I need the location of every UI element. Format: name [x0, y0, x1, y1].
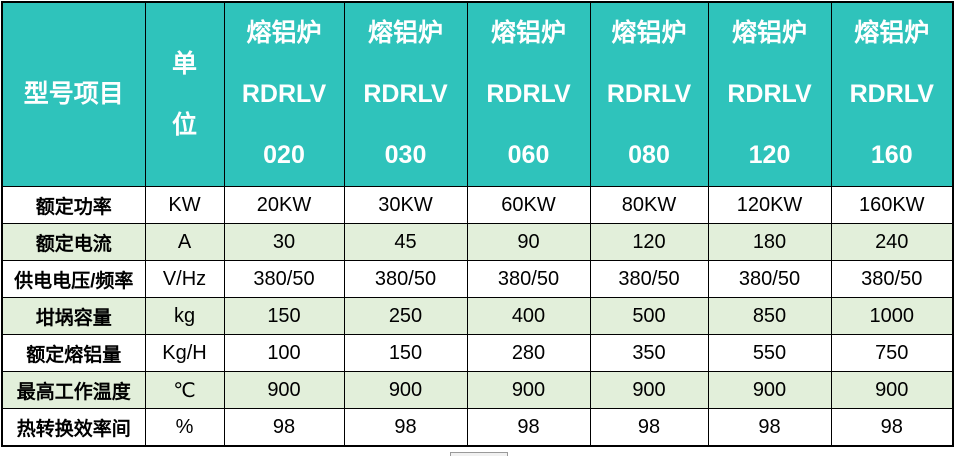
cell-value: 1000 [830, 297, 954, 335]
table-row-rated-melting-amount: 额定熔铝量 Kg/H 100 150 280 350 550 750 [1, 334, 954, 372]
cell-value: 98 [589, 408, 709, 447]
cell-value: 98 [466, 408, 591, 447]
row-label: 最高工作温度 [1, 371, 146, 409]
row-unit: V/Hz [144, 260, 225, 298]
header-unit: 单 位 [144, 1, 225, 187]
cell-value: 850 [707, 297, 832, 335]
cell-value: 750 [830, 334, 954, 372]
cell-value: 98 [707, 408, 832, 447]
cell-value: 100 [223, 334, 345, 372]
cell-value: 98 [343, 408, 468, 447]
row-label: 额定功率 [1, 186, 146, 224]
table-body: 额定功率 KW 20KW 30KW 60KW 80KW 120KW 160KW … [1, 186, 954, 447]
row-label: 坩埚容量 [1, 297, 146, 335]
cell-value: 900 [466, 371, 591, 409]
header-product-rdrlv160: 熔铝炉 RDRLV 160 [830, 1, 954, 187]
row-label: 热转换效率间 [1, 408, 146, 447]
row-label: 额定熔铝量 [1, 334, 146, 372]
cell-value: 90 [466, 223, 591, 261]
cell-value: 380/50 [589, 260, 709, 298]
header-product-rdrlv060: 熔铝炉 RDRLV 060 [466, 1, 591, 187]
row-unit: ℃ [144, 371, 225, 409]
cell-value: 400 [466, 297, 591, 335]
cell-value: 350 [589, 334, 709, 372]
header-product-rdrlv080: 熔铝炉 RDRLV 080 [589, 1, 709, 187]
header-row: 型号项目 单 位 熔铝炉 RDRLV 020 熔铝炉 RDRLV 030 熔铝炉… [1, 1, 954, 187]
cell-value: 30KW [343, 186, 468, 224]
cell-value: 500 [589, 297, 709, 335]
cell-value: 240 [830, 223, 954, 261]
cell-value: 900 [223, 371, 345, 409]
cell-value: 380/50 [830, 260, 954, 298]
cell-value: 20KW [223, 186, 345, 224]
cell-value: 98 [223, 408, 345, 447]
furnace-spec-table: 型号项目 单 位 熔铝炉 RDRLV 020 熔铝炉 RDRLV 030 熔铝炉… [1, 1, 954, 447]
cell-value: 45 [343, 223, 468, 261]
cell-value: 60KW [466, 186, 591, 224]
cell-value: 280 [466, 334, 591, 372]
row-unit: % [144, 408, 225, 447]
table-row-rated-current: 额定电流 A 30 45 90 120 180 240 [1, 223, 954, 261]
cell-value: 380/50 [707, 260, 832, 298]
table-row-max-working-temperature: 最高工作温度 ℃ 900 900 900 900 900 900 [1, 371, 954, 409]
row-unit: KW [144, 186, 225, 224]
table-row-crucible-capacity: 坩埚容量 kg 150 250 400 500 850 1000 [1, 297, 954, 335]
cell-value: 120KW [707, 186, 832, 224]
cell-value: 900 [589, 371, 709, 409]
screenshot-edge-artifact [450, 452, 508, 456]
cell-value: 150 [343, 334, 468, 372]
cell-value: 180 [707, 223, 832, 261]
cell-value: 550 [707, 334, 832, 372]
row-label: 额定电流 [1, 223, 146, 261]
cell-value: 160KW [830, 186, 954, 224]
cell-value: 30 [223, 223, 345, 261]
cell-value: 900 [830, 371, 954, 409]
row-label: 供电电压/频率 [1, 260, 146, 298]
cell-value: 98 [830, 408, 954, 447]
header-product-rdrlv020: 熔铝炉 RDRLV 020 [223, 1, 345, 187]
cell-value: 380/50 [466, 260, 591, 298]
cell-value: 900 [343, 371, 468, 409]
table-header: 型号项目 单 位 熔铝炉 RDRLV 020 熔铝炉 RDRLV 030 熔铝炉… [1, 1, 954, 187]
header-model-item: 型号项目 [1, 1, 146, 187]
cell-value: 380/50 [223, 260, 345, 298]
row-unit: A [144, 223, 225, 261]
cell-value: 150 [223, 297, 345, 335]
table-row-supply-voltage-frequency: 供电电压/频率 V/Hz 380/50 380/50 380/50 380/50… [1, 260, 954, 298]
cell-value: 900 [707, 371, 832, 409]
cell-value: 250 [343, 297, 468, 335]
row-unit: Kg/H [144, 334, 225, 372]
header-product-rdrlv030: 熔铝炉 RDRLV 030 [343, 1, 468, 187]
header-product-rdrlv120: 熔铝炉 RDRLV 120 [707, 1, 832, 187]
row-unit: kg [144, 297, 225, 335]
cell-value: 80KW [589, 186, 709, 224]
cell-value: 380/50 [343, 260, 468, 298]
table-row-heat-conversion-efficiency: 热转换效率间 % 98 98 98 98 98 98 [1, 408, 954, 447]
table-row-rated-power: 额定功率 KW 20KW 30KW 60KW 80KW 120KW 160KW [1, 186, 954, 224]
cell-value: 120 [589, 223, 709, 261]
